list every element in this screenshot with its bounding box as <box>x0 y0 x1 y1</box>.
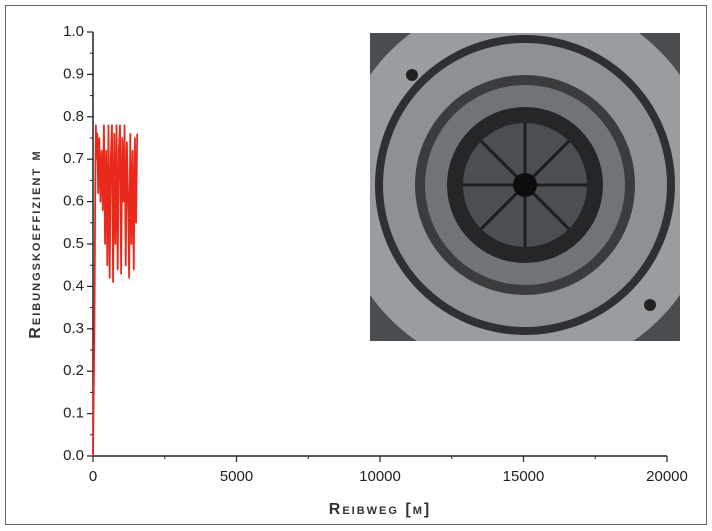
y-tick-label: 0.1 <box>63 405 84 422</box>
x-tick-label: 10000 <box>359 468 401 485</box>
y-tick-label: 0.5 <box>63 235 84 252</box>
y-tick-label: 0.2 <box>63 362 84 379</box>
photo <box>370 33 680 341</box>
x-axis-title: Reibweg [m] <box>329 501 431 518</box>
y-tick-label: 0.9 <box>63 65 84 82</box>
x-tick-label: 5000 <box>220 468 253 485</box>
y-tick-label: 0.6 <box>63 193 84 210</box>
y-tick-label: 0.0 <box>63 447 84 464</box>
y-axis-title: Reibungskoeffizient μ <box>27 149 44 338</box>
y-tick-label: 0.8 <box>63 108 84 125</box>
data-line <box>92 124 139 457</box>
x-tick-label: 15000 <box>503 468 545 485</box>
y-tick-label: 0.7 <box>63 150 84 167</box>
x-tick-label: 0 <box>89 468 97 485</box>
y-tick-label: 0.4 <box>63 277 84 294</box>
x-tick-label: 20000 <box>646 468 688 485</box>
y-tick-label: 1.0 <box>63 23 84 40</box>
y-tick-label: 0.3 <box>63 320 84 337</box>
